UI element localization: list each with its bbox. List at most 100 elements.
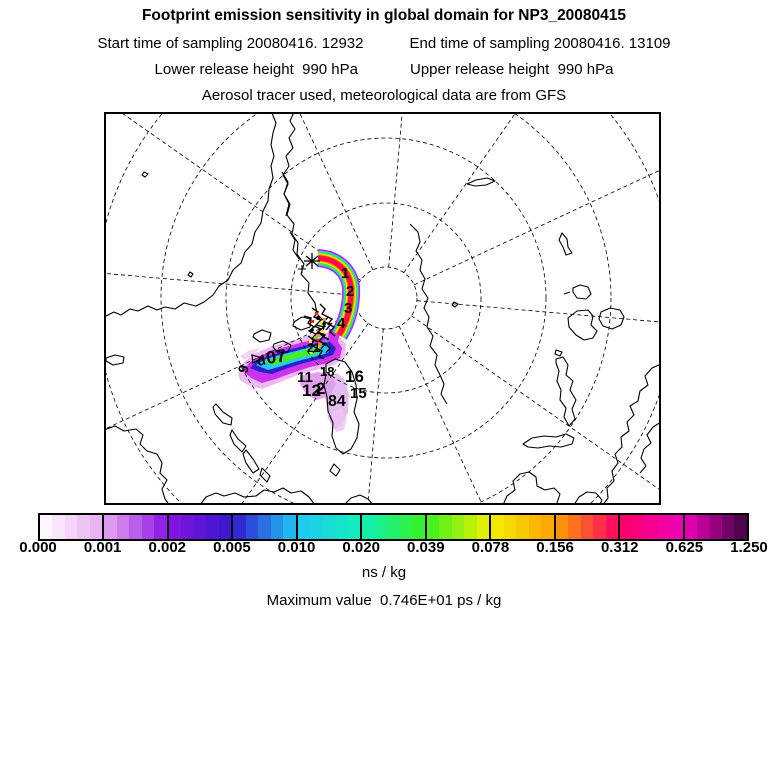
colorbar-cell xyxy=(670,515,683,539)
trajectory-label: 16 xyxy=(345,367,364,386)
colorbar-cell xyxy=(64,515,78,539)
colorbar-cell xyxy=(362,515,375,539)
colorbar-cell xyxy=(141,515,155,539)
colorbar-segment xyxy=(102,515,167,539)
colorbar-cell xyxy=(491,515,504,539)
coastlines xyxy=(104,112,661,505)
colorbar-tick-label: 0.001 xyxy=(83,539,122,556)
colorbar-tick-label: 0.625 xyxy=(665,539,704,556)
colorbar-cell xyxy=(439,515,452,539)
trajectory-label: 84 xyxy=(328,393,346,410)
colorbar-cell xyxy=(734,515,747,539)
colorbar-segment xyxy=(40,515,103,539)
colorbar-cell xyxy=(555,515,569,539)
colorbar-cell xyxy=(245,515,259,539)
trajectory-label: 4 xyxy=(337,315,346,332)
sampling-start-text: Start time of sampling 20080416. 12932 xyxy=(97,35,364,52)
colorbar-cell xyxy=(104,515,117,539)
colorbar-tick-label: 0.005 xyxy=(213,539,251,556)
colorbar-cell xyxy=(605,515,619,539)
colorbar-cell xyxy=(374,515,388,539)
max-value-label: Maximum value 0.746E+01 ps / kg xyxy=(266,592,502,609)
map-frame xyxy=(104,112,661,505)
colorbar-segment xyxy=(489,515,554,539)
colorbar-segment xyxy=(424,515,490,539)
lower-release-text: Lower release height 990 hPa xyxy=(154,61,358,78)
colorbar-cell xyxy=(580,515,594,539)
colorbar xyxy=(38,513,749,541)
trajectory-label: 3 xyxy=(344,300,352,317)
colorbar-cell xyxy=(645,515,658,539)
colorbar-cell xyxy=(52,515,65,539)
colorbar-cell xyxy=(258,515,271,539)
colorbar-cell xyxy=(620,515,633,539)
trajectory-label: d xyxy=(255,352,267,369)
colorbar-tick-label: 0.000 xyxy=(19,539,57,556)
colorbar-cell xyxy=(40,515,53,539)
colorbar-tick-label: 0.312 xyxy=(600,539,639,556)
colorbar-segment xyxy=(682,515,747,539)
colorbar-segment xyxy=(231,515,296,539)
colorbar-cell xyxy=(129,515,142,539)
colorbar-cell xyxy=(77,515,90,539)
trajectory-label: 2 xyxy=(346,283,354,300)
colorbar-cell xyxy=(632,515,646,539)
colorbar-cell xyxy=(464,515,477,539)
colorbar-segment xyxy=(295,515,361,539)
colorbar-cell xyxy=(335,515,348,539)
colorbar-tick-label: 0.156 xyxy=(536,539,574,556)
release-height-line: Lower release height 990 hPa Upper releas… xyxy=(0,61,768,78)
colorbar-cell xyxy=(89,515,103,539)
trajectory-label: 2 xyxy=(316,379,325,398)
sampling-end-text: End time of sampling 20080416. 13109 xyxy=(409,35,671,52)
colorbar-cell xyxy=(218,515,232,539)
contour-cluster xyxy=(303,303,336,360)
colorbar-cell xyxy=(206,515,219,539)
colorbar-cell xyxy=(568,515,581,539)
colorbar-cell xyxy=(270,515,284,539)
colorbar-cell xyxy=(593,515,606,539)
colorbar-segment xyxy=(360,515,425,539)
colorbar-cell xyxy=(528,515,542,539)
colorbar-cell xyxy=(116,515,130,539)
map-figure: 1 2 3 4 07 9 d 21 18 11 12 2 16 15 84 xyxy=(104,112,661,505)
colorbar-cell xyxy=(322,515,336,539)
colorbar-cell xyxy=(297,515,311,539)
colorbar-cell xyxy=(476,515,490,539)
colorbar-cell xyxy=(503,515,517,539)
plume-arc xyxy=(316,249,361,340)
colorbar-tick-label: 0.010 xyxy=(277,539,316,556)
trajectory-label: 15 xyxy=(350,385,367,402)
release-marker-icon xyxy=(251,253,320,365)
trajectory-label: 12 xyxy=(302,381,321,400)
graticule-grid xyxy=(104,112,661,505)
upper-release-text: Upper release height 990 hPa xyxy=(410,61,614,78)
colorbar-cell xyxy=(399,515,413,539)
colorbar-cell xyxy=(412,515,425,539)
colorbar-cell xyxy=(541,515,554,539)
colorbar-cell xyxy=(451,515,465,539)
colorbar-cell xyxy=(721,515,735,539)
colorbar-cell xyxy=(709,515,722,539)
colorbar-cell xyxy=(154,515,167,539)
colorbar-cell xyxy=(516,515,529,539)
colorbar-cell xyxy=(233,515,246,539)
trajectory-label: 18 xyxy=(320,364,334,379)
colorbar-cell xyxy=(426,515,440,539)
trajectory-label: 21 xyxy=(307,341,321,355)
colorbar-tick-label: 0.020 xyxy=(342,539,380,556)
colorbar-tick-labels: 0.000 0.001 0.002 0.005 0.010 0.020 0.039 0.078… xyxy=(0,539,768,559)
trajectory-label: 11 xyxy=(297,369,313,386)
sampling-times-line: Start time of sampling 20080416. 12932 En… xyxy=(0,35,768,52)
colorbar-cell xyxy=(168,515,182,539)
colorbar-cell xyxy=(697,515,710,539)
colorbar-cell xyxy=(193,515,207,539)
colorbar-cell xyxy=(181,515,194,539)
colorbar-cell xyxy=(310,515,323,539)
trajectory-label: 1 xyxy=(341,265,349,282)
colorbar-cell xyxy=(387,515,400,539)
colorbar-tick-label: 1.250 xyxy=(730,539,768,556)
